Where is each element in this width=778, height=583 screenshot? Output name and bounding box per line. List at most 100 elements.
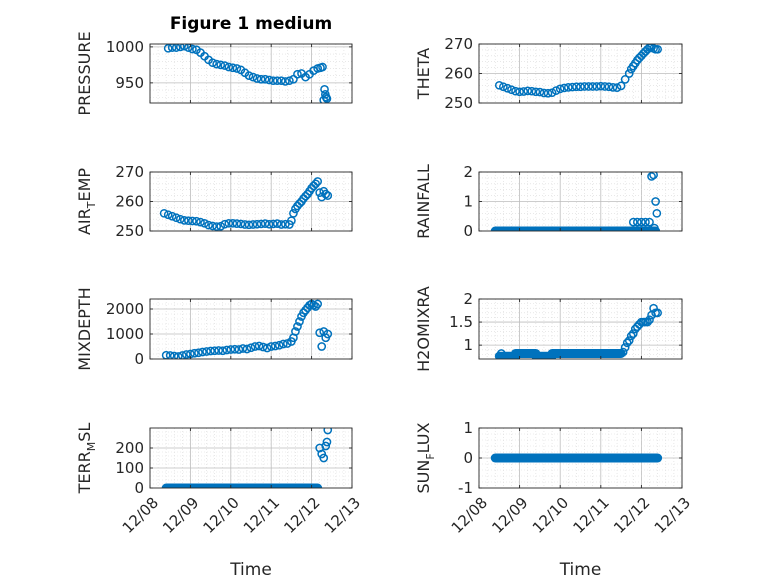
data-point bbox=[236, 219, 246, 229]
data-series bbox=[494, 44, 662, 98]
data-point bbox=[228, 63, 238, 73]
y-tick-label: 0 bbox=[463, 449, 473, 467]
data-point bbox=[208, 58, 217, 68]
y-axis-label: PRESSURE bbox=[75, 31, 94, 115]
data-point bbox=[268, 219, 278, 229]
data-point bbox=[194, 348, 203, 358]
data-point bbox=[252, 74, 262, 83]
data-point bbox=[624, 69, 634, 78]
x-tick-label: 12/08 bbox=[448, 494, 491, 537]
data-point bbox=[519, 87, 529, 96]
data-point bbox=[232, 64, 242, 73]
data-point bbox=[167, 44, 177, 52]
y-tick-label: 0 bbox=[134, 479, 144, 497]
data-point bbox=[254, 341, 264, 351]
data-point bbox=[311, 179, 320, 189]
data-point bbox=[238, 344, 248, 353]
data-point bbox=[637, 217, 646, 227]
data-point bbox=[616, 81, 626, 91]
data-point bbox=[515, 87, 524, 97]
data-point bbox=[244, 71, 254, 81]
x-tick-label: 12/11 bbox=[570, 494, 613, 537]
x-tick-label: 12/13 bbox=[651, 494, 694, 537]
data-point bbox=[258, 342, 268, 352]
data-point bbox=[206, 346, 215, 356]
subplot-mixdepth: 0 1000 2000 MIXDEPTH bbox=[75, 287, 353, 371]
data-point bbox=[192, 216, 201, 226]
data-point bbox=[228, 218, 238, 228]
y-tick-label: 260 bbox=[115, 193, 144, 211]
data-point bbox=[188, 44, 197, 54]
data-point bbox=[563, 83, 573, 92]
y-tick-label: 1 bbox=[463, 419, 473, 437]
data-point bbox=[494, 80, 504, 90]
y-tick-label: 950 bbox=[115, 74, 144, 92]
data-point bbox=[165, 351, 175, 359]
data-point bbox=[323, 329, 333, 339]
data-point bbox=[523, 86, 533, 96]
x-tick-label: 12/08 bbox=[119, 494, 162, 537]
data-point bbox=[551, 86, 561, 95]
data-point bbox=[218, 346, 228, 356]
data-point bbox=[653, 44, 662, 54]
subplot-h2omixra: 1 1.5 2 H2OMIXRA bbox=[414, 286, 683, 372]
data-point bbox=[653, 308, 662, 318]
data-point bbox=[171, 44, 181, 52]
data-point bbox=[293, 322, 302, 331]
y-tick-label: 250 bbox=[115, 222, 144, 240]
data-point bbox=[318, 62, 327, 72]
data-point bbox=[252, 219, 262, 229]
x-tick-label: 12/09 bbox=[159, 494, 202, 537]
data-series bbox=[161, 428, 333, 488]
data-point bbox=[224, 218, 234, 228]
data-point bbox=[276, 76, 286, 86]
data-point bbox=[584, 82, 593, 91]
y-tick-label: 1.5 bbox=[449, 313, 473, 331]
data-point bbox=[264, 75, 274, 85]
y-tick-label: 1000 bbox=[106, 38, 144, 56]
data-point bbox=[592, 82, 602, 91]
data-point bbox=[626, 331, 636, 341]
data-point bbox=[256, 74, 266, 84]
data-point bbox=[576, 82, 585, 92]
data-point bbox=[319, 453, 329, 463]
data-point bbox=[248, 220, 258, 229]
axes-box bbox=[149, 427, 353, 489]
data-point bbox=[248, 72, 258, 82]
data-point bbox=[313, 177, 323, 186]
data-point bbox=[214, 346, 224, 355]
subplot-pressure: 950 1000 PRESSURE Figure 1 medium bbox=[75, 14, 353, 116]
data-point bbox=[543, 88, 553, 98]
data-point bbox=[179, 44, 189, 51]
data-point bbox=[291, 327, 300, 336]
data-point bbox=[173, 352, 183, 359]
y-axis-label: SUNFLUX bbox=[414, 422, 437, 493]
data-point bbox=[220, 219, 230, 229]
data-point bbox=[204, 220, 213, 230]
x-tick-label: 12/13 bbox=[321, 494, 364, 537]
data-point bbox=[612, 83, 622, 93]
data-point bbox=[620, 75, 630, 84]
axes-box bbox=[149, 43, 353, 104]
data-point bbox=[588, 82, 598, 91]
data-point bbox=[272, 219, 282, 228]
grid bbox=[150, 44, 352, 103]
data-point bbox=[641, 217, 650, 227]
data-point bbox=[600, 82, 610, 91]
data-point bbox=[322, 437, 332, 447]
data-point bbox=[321, 189, 331, 199]
data-point bbox=[293, 69, 302, 79]
data-point bbox=[645, 217, 654, 227]
data-point bbox=[322, 94, 332, 103]
data-point bbox=[622, 338, 632, 348]
data-point bbox=[535, 87, 545, 97]
subplot-rainfall: 0 1 2 RAINFALL bbox=[414, 163, 683, 240]
data-point bbox=[262, 343, 272, 353]
grid bbox=[479, 44, 682, 103]
subplot-theta: 250 260 270 THETA bbox=[414, 35, 683, 112]
data-point bbox=[580, 82, 589, 91]
y-tick-label: 0 bbox=[463, 222, 473, 240]
data-point bbox=[188, 216, 197, 226]
y-tick-label: 270 bbox=[115, 163, 144, 181]
